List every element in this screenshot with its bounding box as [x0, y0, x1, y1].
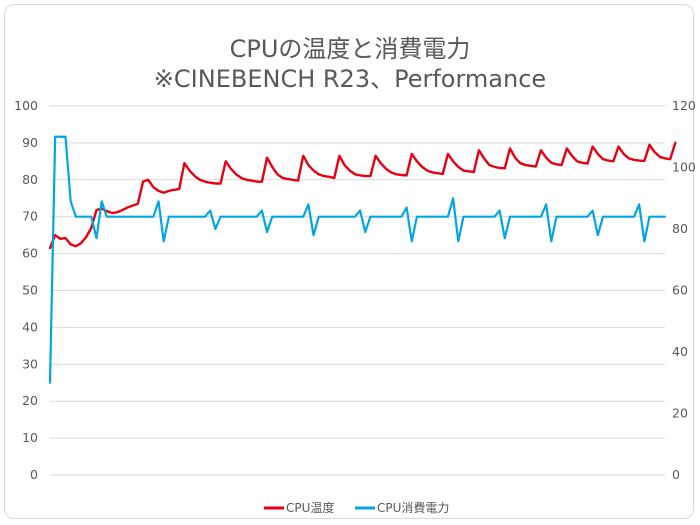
- left-tick-label: 50: [22, 283, 38, 298]
- chart-subtitle: ※CINEBENCH R23、Performance: [153, 65, 547, 93]
- left-tick-label: 90: [22, 135, 38, 150]
- left-tick-label: 80: [22, 172, 38, 187]
- chart-title: CPUの温度と消費電力: [229, 35, 471, 63]
- right-tick-label: 60: [672, 283, 688, 298]
- legend-label-power: CPU消費電力: [377, 500, 449, 515]
- series-lines: [48, 135, 677, 384]
- left-axis: 0 10 20 30 40 50 60 70 80 90 100: [14, 98, 38, 482]
- right-tick-label: 100: [672, 160, 696, 175]
- right-tick-label: 0: [672, 467, 680, 482]
- right-tick-label: 120: [672, 98, 696, 113]
- left-tick-label: 70: [22, 209, 38, 224]
- left-tick-label: 30: [22, 356, 38, 371]
- left-tick-label: 20: [22, 393, 38, 408]
- right-tick-label: 40: [672, 344, 688, 359]
- legend: CPU温度 CPU消費電力: [264, 500, 449, 515]
- left-tick-label: 60: [22, 246, 38, 261]
- right-axis: 0 20 40 60 80 100 120: [672, 98, 696, 482]
- right-tick-label: 20: [672, 406, 688, 421]
- left-tick-label: 40: [22, 319, 38, 334]
- series-line-temperature: [48, 141, 677, 250]
- right-tick-label: 80: [672, 221, 688, 236]
- chart-frame: [4, 4, 694, 519]
- gridlines: [50, 105, 665, 476]
- left-tick-label: 10: [22, 430, 38, 445]
- left-tick-label: 100: [14, 98, 38, 113]
- series-line-power: [48, 135, 667, 384]
- left-tick-label: 0: [30, 467, 38, 482]
- legend-label-temperature: CPU温度: [286, 500, 334, 515]
